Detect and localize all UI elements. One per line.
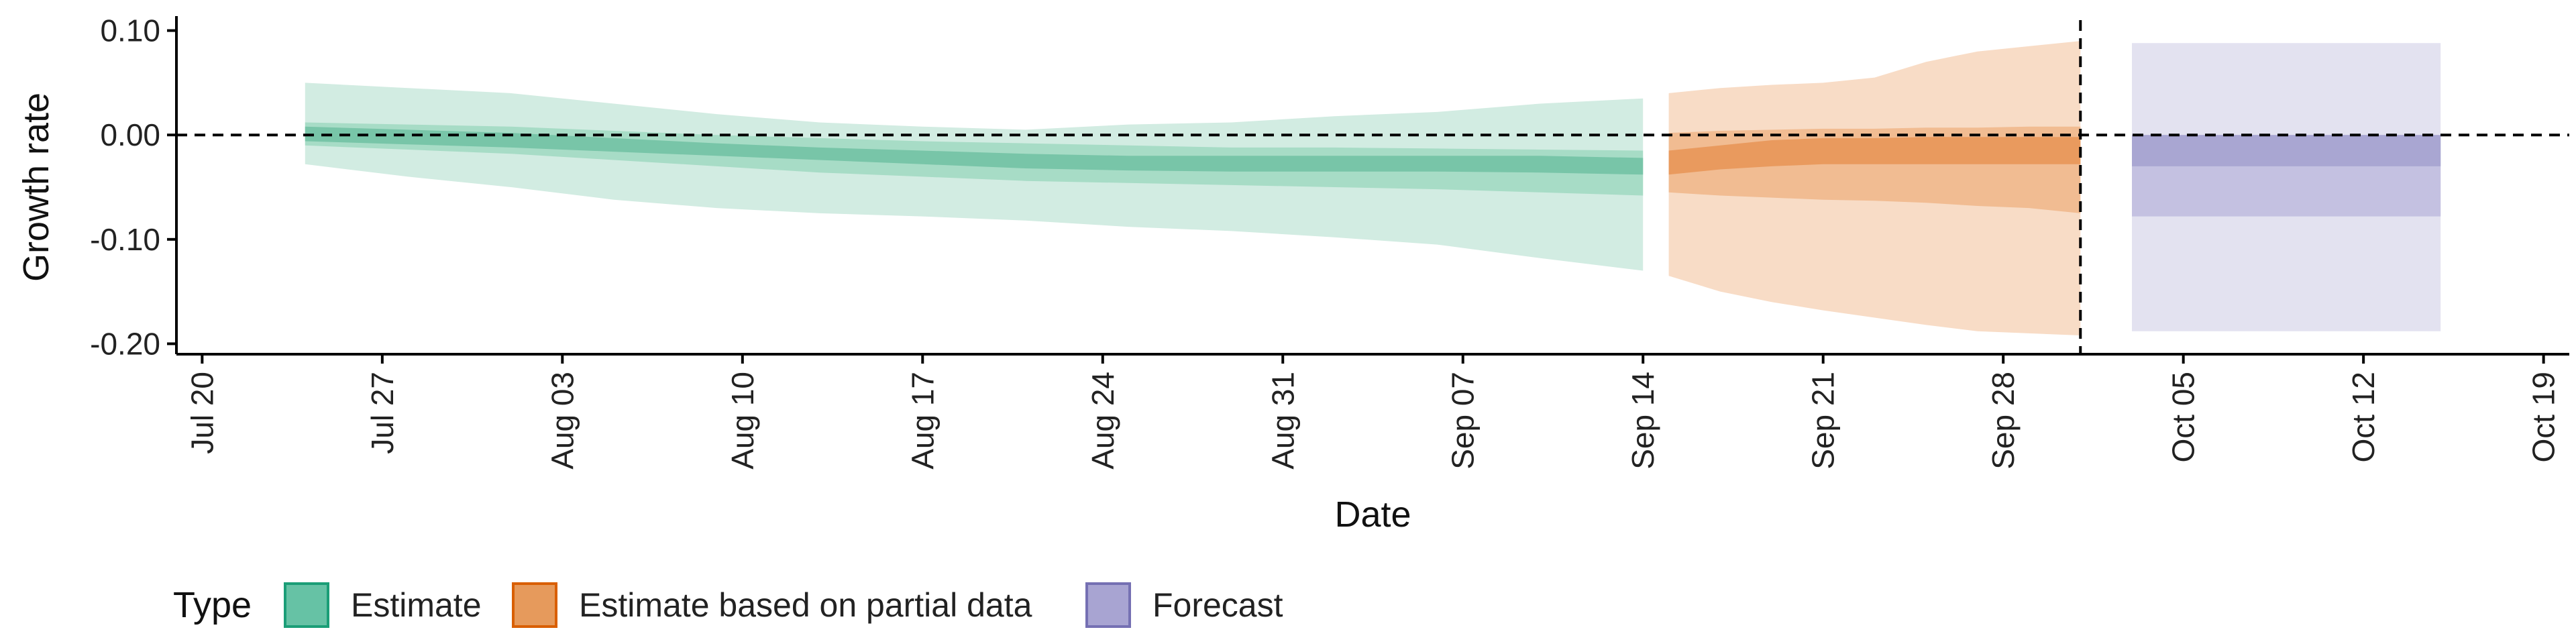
- y-axis-ticks: 0.10 0.00 -0.10 -0.20: [90, 13, 176, 361]
- axes: [175, 16, 2569, 356]
- estimate-inner-band: [305, 126, 1644, 175]
- x-tick-label: Sep 21: [1806, 372, 1841, 470]
- estimate-based-on-partial-data-inner-band: [1668, 137, 2081, 175]
- legend: Type Estimate Estimate based on partial d…: [173, 582, 1283, 628]
- x-tick-label: Aug 31: [1265, 372, 1300, 470]
- reference-lines: [176, 20, 2569, 354]
- x-tick-label: Aug 10: [725, 372, 760, 470]
- forecast-inner-band: [2132, 135, 2441, 166]
- legend-key: [1085, 582, 1131, 628]
- x-tick-label: Sep 07: [1446, 372, 1481, 470]
- x-tick-label: Oct 12: [2346, 372, 2381, 463]
- legend-key: [284, 582, 329, 628]
- y-tick-label: -0.10: [90, 222, 160, 257]
- legend-title: Type: [173, 585, 252, 625]
- x-axis-ticks: Jul 20 Jul 27 Aug 03 Aug 10 Aug 17 Aug 24 Aug …: [184, 354, 2561, 470]
- x-tick-label: Aug 17: [905, 372, 940, 470]
- y-axis-title: Growth rate: [16, 93, 56, 282]
- legend-label: Estimate based on partial data: [579, 586, 1032, 624]
- legend-label: Forecast: [1152, 586, 1283, 624]
- x-tick-label: Sep 14: [1625, 372, 1660, 470]
- x-tick-label: Jul 27: [365, 372, 400, 454]
- y-tick-label: 0.00: [100, 117, 160, 152]
- y-tick-label: 0.10: [100, 13, 160, 48]
- x-tick-label: Aug 24: [1085, 372, 1120, 470]
- legend-key: [512, 582, 557, 628]
- x-tick-label: Sep 28: [1986, 372, 2021, 470]
- x-axis-title: Date: [1334, 494, 1411, 535]
- y-tick-label: -0.20: [90, 326, 160, 361]
- x-tick-label: Oct 19: [2526, 372, 2561, 463]
- x-tick-label: Aug 03: [545, 372, 580, 470]
- x-tick-label: Oct 05: [2166, 372, 2201, 463]
- legend-label: Estimate: [351, 586, 482, 624]
- ribbon-bands: [305, 41, 2441, 335]
- x-tick-label: Jul 20: [184, 372, 219, 454]
